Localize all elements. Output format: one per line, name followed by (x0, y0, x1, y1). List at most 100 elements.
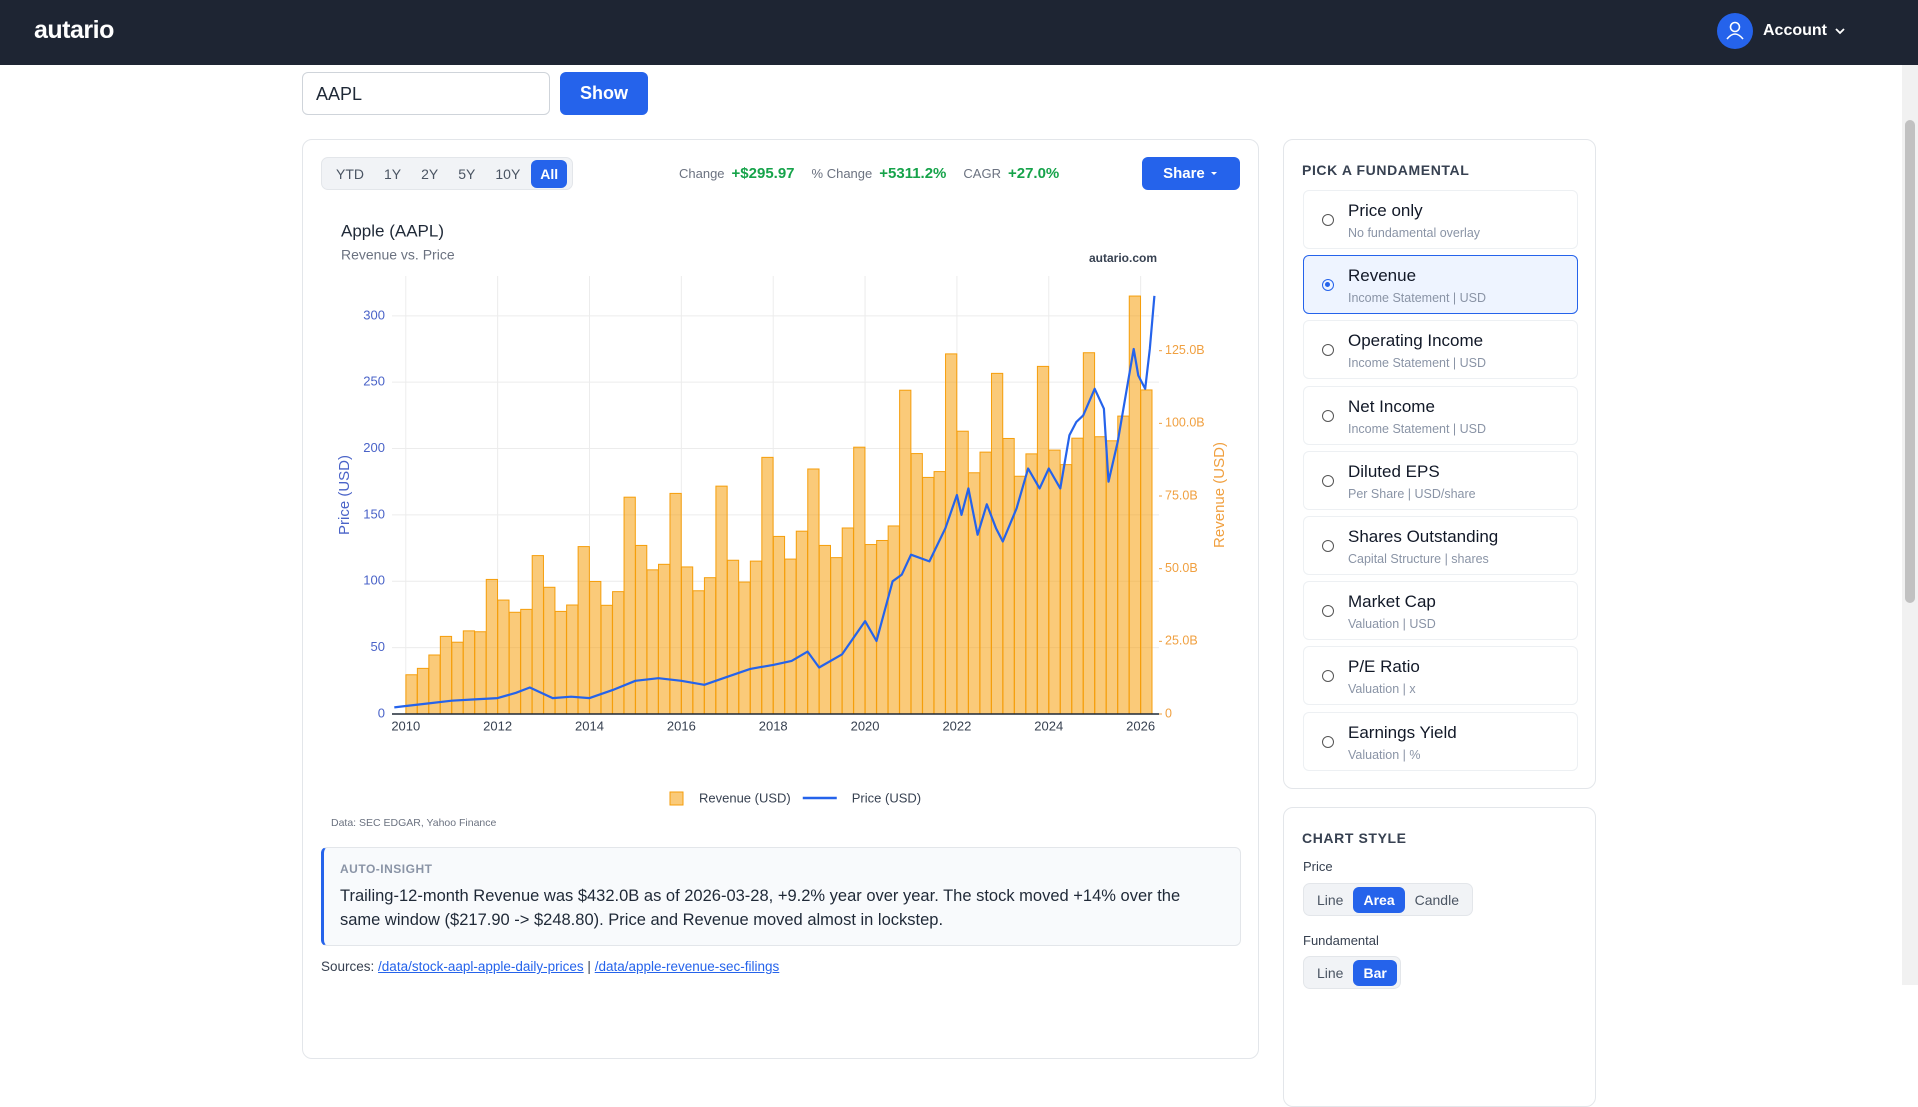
bar (1140, 389, 1153, 715)
bar (428, 654, 441, 715)
watermark: autario.com (1089, 251, 1157, 265)
bar (818, 544, 831, 715)
range-button[interactable]: 5Y (458, 165, 476, 182)
fundamental-option[interactable]: Market Cap Valuation | USD (1303, 581, 1578, 641)
style-option[interactable]: Area (1353, 886, 1405, 913)
legend-label: Price (USD) (852, 790, 921, 805)
radio[interactable] (1322, 735, 1334, 748)
bar (1071, 437, 1084, 715)
bar (451, 641, 464, 715)
stat-value: +5311.2% (879, 165, 947, 182)
bar (990, 372, 1004, 715)
fundamental-option[interactable]: Diluted EPS Per Share | USD/share (1303, 450, 1578, 510)
fundamental-option[interactable]: Net Income Income Statement | USD (1303, 385, 1578, 445)
bar (876, 539, 889, 715)
share-label[interactable]: Share (1163, 165, 1205, 182)
chart: Apple (AAPL) Revenue vs. Price autario.com… (331, 221, 1228, 828)
card-title: PICK A FUNDAMENTAL (1302, 162, 1470, 178)
x-tick-label: 2016 (667, 718, 696, 733)
radio[interactable] (1322, 344, 1334, 357)
y-tick-label: 300 (363, 307, 385, 322)
bar (600, 604, 613, 715)
show-button[interactable]: Show (560, 72, 648, 115)
fundamental-option[interactable]: Earnings Yield Valuation | % (1303, 711, 1578, 771)
share-button[interactable]: Share (1142, 157, 1240, 190)
bar (1036, 365, 1050, 715)
insight-text: Trailing-12-month Revenue was $432.0B as… (340, 887, 1181, 929)
style-option[interactable]: Line (1317, 964, 1344, 981)
bar (899, 389, 912, 715)
y-tick-label: 100 (363, 573, 385, 588)
bar (462, 630, 476, 715)
range-button[interactable]: YTD (336, 165, 364, 182)
range-button[interactable]: 1Y (384, 165, 402, 182)
bar (612, 591, 625, 715)
legend-swatch (669, 791, 684, 806)
fundamental-option[interactable]: Revenue Income Statement | USD (1303, 255, 1578, 315)
option-sub: No fundamental overlay (1348, 226, 1481, 240)
bar (485, 578, 499, 715)
group-label: Fundamental (1303, 933, 1379, 948)
option-sub: Valuation | USD (1348, 617, 1436, 632)
y2-axis-title: Revenue (USD) (1211, 442, 1228, 548)
radio[interactable] (1322, 214, 1334, 226)
option-sub: Income Statement | USD (1348, 291, 1487, 306)
x-tick-label: 2018 (759, 718, 788, 733)
caret (1210, 172, 1217, 175)
logo[interactable]: autario (34, 16, 114, 44)
bar (853, 446, 866, 715)
bar (1048, 449, 1061, 715)
fundamental-option[interactable]: Price only No fundamental overlay (1303, 190, 1578, 249)
style-card: CHART STYLE Price Line Area Candle Fundament… (1283, 807, 1596, 1107)
bar (807, 468, 820, 715)
bar (692, 590, 705, 715)
option-name: P/E Ratio (1348, 657, 1420, 677)
scrollbar-thumb[interactable] (1905, 120, 1915, 603)
account-icon[interactable] (1717, 13, 1753, 49)
chart-card: YTD 1Y 2Y 5Y 10Y All Change +$295.97 % Ch… (302, 139, 1259, 1059)
account-menu[interactable]: Account (1763, 22, 1827, 39)
x-tick-label: 2012 (483, 718, 512, 733)
bar (910, 453, 923, 715)
y2-tick-label: 100.0B (1165, 416, 1205, 430)
stat-label: % Change (811, 166, 873, 181)
radio[interactable] (1322, 409, 1334, 422)
bar (956, 430, 969, 715)
y-axis-title: Price (USD) (336, 455, 353, 535)
fundamental-option[interactable]: Operating Income Income Statement | USD (1303, 320, 1578, 380)
bar (577, 546, 590, 715)
user-glyph (1726, 21, 1744, 40)
radio[interactable] (1322, 670, 1334, 683)
style-option[interactable]: Bar (1353, 959, 1397, 986)
radio[interactable] (1322, 605, 1334, 618)
legend-label: Revenue (USD) (699, 790, 791, 805)
x-tick-label: 2024 (1034, 718, 1063, 733)
radio[interactable] (1322, 279, 1334, 292)
ticker-input[interactable]: AAPL (302, 72, 550, 115)
y-tick-label: 50 (371, 639, 385, 654)
style-option[interactable]: Line (1317, 891, 1344, 908)
fundamental-option[interactable]: Shares Outstanding Capital Structure | sh… (1303, 516, 1578, 575)
option-name: Price only (1348, 201, 1423, 220)
sources-label: Sources: (321, 959, 375, 974)
option-name: Operating Income (1348, 331, 1484, 351)
bar (474, 631, 487, 715)
x-tick-label: 2014 (575, 718, 604, 733)
radio[interactable] (1322, 474, 1334, 487)
separator: | (587, 959, 591, 974)
range-button[interactable]: 2Y (421, 165, 439, 182)
radio[interactable] (1322, 540, 1334, 552)
sources: Sources: /data/stock-aapl-apple-daily-pr… (321, 959, 779, 974)
fundamental-option[interactable]: P/E Ratio Valuation | x (1303, 646, 1578, 706)
source-link[interactable]: /data/stock-aapl-apple-daily-prices (378, 959, 584, 974)
card-title: CHART STYLE (1302, 830, 1407, 846)
range-button[interactable]: All (531, 159, 568, 188)
bar (922, 476, 935, 715)
range-selector: YTD 1Y 2Y 5Y 10Y All (321, 157, 574, 190)
range-button[interactable]: 10Y (495, 165, 521, 182)
bar (761, 456, 774, 715)
y-tick-label: 0 (378, 705, 385, 720)
source-link[interactable]: /data/apple-revenue-sec-filings (594, 959, 780, 974)
style-option[interactable]: Candle (1414, 891, 1459, 908)
